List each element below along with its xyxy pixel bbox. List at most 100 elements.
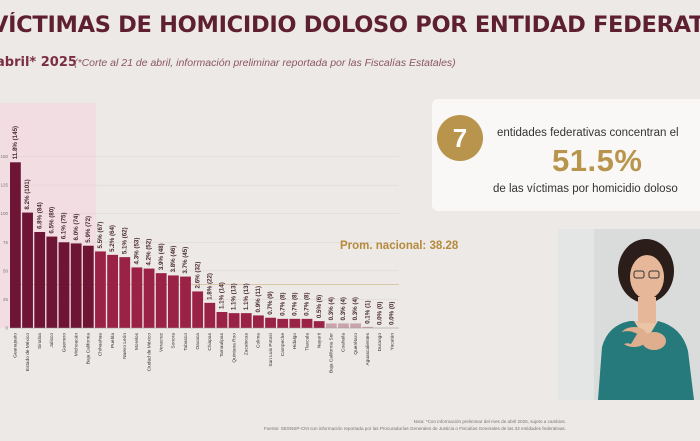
bar-data-label: 0.1% (1) bbox=[364, 300, 371, 323]
x-tick-label: Tlaxcala bbox=[304, 333, 310, 351]
y-tick-label: 150 bbox=[0, 154, 8, 159]
bar-data-label: 0.9% (11) bbox=[255, 286, 262, 312]
subtitle: abril* 2025 (*Corte al 21 de abril, info… bbox=[0, 55, 560, 73]
bar bbox=[10, 162, 21, 328]
bar bbox=[46, 236, 58, 328]
x-tick-label: Oaxaca bbox=[195, 333, 201, 350]
bar bbox=[180, 276, 191, 328]
bar bbox=[58, 242, 70, 328]
bar bbox=[240, 313, 252, 328]
bar bbox=[253, 315, 264, 328]
bar-data-label: 1.8% (22) bbox=[206, 273, 213, 300]
bar bbox=[167, 275, 179, 328]
x-tick-label: Hidalgo bbox=[292, 333, 298, 350]
footnote: Nota: *Con información preliminar del me… bbox=[120, 418, 566, 432]
bar-data-label: 0.7% (8) bbox=[279, 292, 286, 315]
summary-card bbox=[432, 99, 700, 211]
x-tick-label: Baja California Sur bbox=[329, 333, 335, 373]
summary-percent: 51.5% bbox=[552, 143, 643, 178]
x-tick-label: Morelos bbox=[134, 332, 140, 350]
bar bbox=[143, 268, 155, 328]
y-tick-label: 125 bbox=[0, 183, 8, 188]
x-tick-label: Veracruz bbox=[158, 332, 164, 352]
bar bbox=[313, 321, 325, 328]
x-tick-label: Coahuila bbox=[341, 333, 347, 352]
bar-data-label: 6.5% (80) bbox=[48, 207, 55, 234]
y-tick-label: 50 bbox=[3, 268, 9, 273]
subtitle-date: abril* 2025 bbox=[0, 55, 77, 70]
bar-data-label: 0.0% (0) bbox=[377, 302, 384, 325]
bar bbox=[265, 317, 276, 328]
y-tick-label: 25 bbox=[3, 297, 9, 302]
bar bbox=[289, 318, 301, 328]
bar-data-label: 8.2% (101) bbox=[24, 179, 31, 209]
bar-data-label: 0.7% (8) bbox=[304, 292, 311, 315]
bar bbox=[325, 323, 337, 328]
bar-data-label: 0.3% (4) bbox=[340, 297, 347, 320]
x-tick-label: Tabasco bbox=[183, 333, 189, 351]
bar bbox=[107, 254, 118, 328]
sign-language-video bbox=[558, 229, 700, 400]
bar-data-label: 3.9% (48) bbox=[158, 243, 165, 270]
x-tick-label: Tamaulipas bbox=[219, 332, 225, 357]
summary-line-1: entidades federativas concentran el bbox=[497, 127, 679, 139]
page-title: VÍCTIMAS DE HOMICIDIO DOLOSO POR ENTIDAD… bbox=[0, 12, 700, 56]
bar-chart: 0 25 50 75 100 125 150 11.8% (145) Guanajuato 8.2… bbox=[0, 103, 399, 373]
summary-count-badge: 7 bbox=[437, 115, 483, 161]
bar-data-label: 6.8% (84) bbox=[36, 202, 43, 229]
bar-data-label: 0.7% (8) bbox=[291, 292, 298, 315]
bar-data-label: 0.3% (4) bbox=[352, 297, 359, 320]
y-tick-label: 0 bbox=[5, 326, 8, 331]
bar-data-label: 1.1% (14) bbox=[219, 282, 226, 309]
bar bbox=[155, 273, 167, 328]
x-tick-label: Nayarit bbox=[316, 332, 322, 348]
x-tick-label: Quintana Roo bbox=[231, 333, 237, 363]
bar-data-label: 11.8% (145) bbox=[12, 126, 19, 159]
bar-data-label: 5.1% (62) bbox=[121, 227, 128, 254]
x-tick-label: Sinaloa bbox=[37, 333, 43, 349]
bar bbox=[301, 318, 313, 328]
x-tick-label: Chihuahua bbox=[98, 333, 104, 357]
summary-line-2: de las víctimas por homicidio doloso bbox=[493, 183, 678, 195]
bar bbox=[131, 267, 143, 328]
bar-data-label: 0.5% (6) bbox=[316, 295, 323, 318]
bar bbox=[338, 323, 349, 328]
bar bbox=[22, 212, 33, 328]
interpreter-figure bbox=[558, 229, 700, 400]
bar-data-label: 1.1% (13) bbox=[243, 283, 250, 310]
x-tick-label: Guerrero bbox=[61, 333, 67, 353]
bar-data-label: 5.9% (72) bbox=[85, 216, 92, 243]
x-tick-label: Colima bbox=[256, 333, 262, 348]
x-tick-label: Michoacán bbox=[73, 333, 79, 357]
x-tick-label: Jalisco bbox=[49, 333, 55, 348]
x-tick-label: Estado de México bbox=[25, 333, 31, 371]
x-tick-label: Puebla bbox=[110, 333, 116, 348]
bar-data-label: 1.1% (13) bbox=[231, 283, 238, 310]
bar-data-label: 6.1% (75) bbox=[61, 212, 68, 239]
x-tick-label: Aguascalientes bbox=[365, 332, 371, 365]
footnote-line-1: Nota: *Con información preliminar del me… bbox=[413, 419, 566, 424]
bar bbox=[228, 313, 240, 328]
bar bbox=[119, 257, 131, 328]
x-tick-label: Guanajuato bbox=[13, 333, 19, 358]
bar-data-label: 0.0% (0) bbox=[389, 302, 396, 325]
x-tick-label: Campeche bbox=[280, 333, 286, 357]
bar-data-label: 0.7% (9) bbox=[267, 291, 274, 314]
bar bbox=[192, 291, 204, 328]
bar-data-label: 0.3% (4) bbox=[328, 297, 335, 320]
bar-data-label: 4.2% (52) bbox=[146, 239, 153, 266]
title-text: VÍCTIMAS DE HOMICIDIO DOLOSO POR ENTIDAD… bbox=[0, 12, 700, 38]
bar bbox=[95, 251, 106, 328]
y-tick-label: 100 bbox=[0, 211, 8, 216]
x-tick-label: Nuevo León bbox=[122, 333, 128, 359]
national-average-label: Prom. nacional: 38.28 bbox=[340, 240, 459, 252]
bar bbox=[34, 232, 46, 328]
x-tick-label: San Luis Potosí bbox=[268, 332, 274, 366]
bar bbox=[277, 318, 289, 328]
bar-data-label: 2.6% (32) bbox=[194, 262, 201, 289]
x-tick-label: Durango bbox=[377, 333, 383, 352]
x-tick-label: Ciudad de México bbox=[146, 333, 152, 372]
x-tick-label: Baja California bbox=[86, 333, 92, 365]
x-tick-label: Sonora bbox=[171, 333, 177, 349]
y-tick-label: 75 bbox=[3, 240, 9, 245]
